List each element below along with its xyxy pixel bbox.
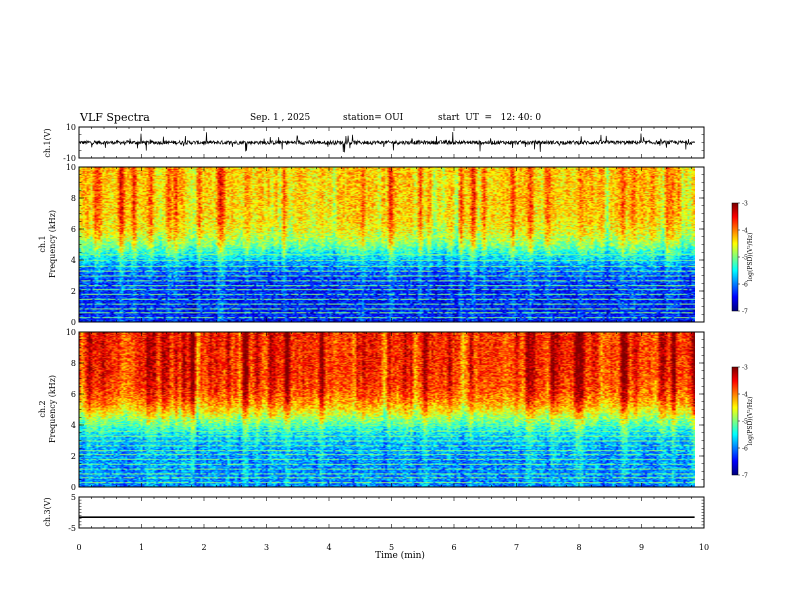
y-tick-label: 2 (71, 287, 76, 296)
x-tick-label: 8 (576, 543, 581, 552)
x-tick-label: 10 (699, 543, 709, 552)
x-tick-label: 2 (201, 543, 206, 552)
date-label: Sep. 1 , 2025 (250, 113, 311, 123)
ch1-waveform-trace (78, 132, 695, 153)
y-tick-label: 6 (71, 390, 76, 399)
ch2-spec-ylabel-top: ch.2 (38, 400, 47, 417)
colorbar-tick-label: -4 (742, 228, 748, 235)
colorbar-tick-label: -3 (742, 201, 748, 208)
x-tick-label: 5 (389, 543, 394, 552)
y-tick-label: 5 (71, 493, 76, 502)
colorbar-tick-label: -7 (742, 309, 748, 316)
ch2-spec-ylabel: Frequency (kHz) (48, 375, 57, 443)
y-tick-label: 8 (71, 194, 76, 203)
colorbar-tick-label: -7 (742, 473, 748, 480)
ch1-waveform-panel (78, 126, 705, 159)
x-tick-label: 0 (76, 543, 81, 552)
ch1-spectrogram-panel (78, 166, 705, 323)
ch3-waveform-ylabel: ch.3(V) (43, 497, 52, 526)
x-tick-label: 7 (514, 543, 519, 552)
ch1-spec-ylabel-top: ch.1 (38, 235, 47, 252)
x-tick-label: 3 (264, 543, 269, 552)
ch1-waveform-ylabel: ch.1(V) (43, 128, 52, 157)
ch1-colorbar: -3 -4 -5 -6 -7 log(PSD)(V²/Hz) (731, 201, 754, 316)
ch3-waveform-panel (78, 496, 705, 529)
x-tick-label: 6 (451, 543, 456, 552)
colorbar-tick-label: -5 (742, 419, 748, 426)
y-tick-label: 0 (71, 483, 76, 492)
station-label: station= OUI (343, 113, 404, 123)
colorbar-tick-label: -5 (742, 255, 748, 262)
y-tick-label: 4 (71, 256, 76, 265)
x-axis-ticks: 0 1 2 3 4 5 6 7 8 9 10 (76, 127, 709, 552)
chart-title: VLF Spectra (80, 111, 150, 124)
y-tick-label: 2 (71, 452, 76, 461)
ch1-spec-ylabel: Frequency (kHz) (48, 210, 57, 278)
y-tick-label: 10 (66, 328, 76, 337)
ch1-spectrogram-image (79, 167, 695, 322)
y-tick-label: 10 (66, 123, 76, 132)
ch2-colorbar: -3 -4 -5 -6 -7 log(PSD)(V²/Hz) (731, 365, 754, 480)
ch2-spectrogram-image (79, 332, 695, 487)
y-tick-label: 10 (66, 163, 76, 172)
x-tick-label: 1 (139, 543, 144, 552)
x-tick-label: 9 (639, 543, 644, 552)
colorbar-tick-label: -3 (742, 365, 748, 372)
ch1-colorbar-label: log(PSD)(V²/Hz) (747, 233, 754, 282)
y-tick-label: 4 (71, 421, 76, 430)
ch1-colorbar-image (732, 203, 738, 311)
y-tick-label: 6 (71, 225, 76, 234)
y-tick-label: 0 (71, 318, 76, 327)
colorbar-tick-label: -6 (742, 282, 748, 289)
ch2-colorbar-image (732, 367, 738, 475)
ch2-colorbar-label: log(PSD)(V²/Hz) (747, 397, 754, 446)
y-tick-label: -5 (68, 524, 76, 533)
x-tick-label: 4 (326, 543, 331, 552)
y-tick-label: 8 (71, 359, 76, 368)
colorbar-tick-label: -6 (742, 446, 748, 453)
start-ut-label: start UT = 12: 40: 0 (438, 113, 542, 123)
x-axis-label: Time (min) (375, 550, 425, 561)
ch1-waveform-line (78, 132, 695, 153)
ch2-spectrogram-panel (78, 331, 705, 488)
y-tick-label: -10 (63, 154, 76, 163)
colorbar-tick-label: -4 (742, 392, 748, 399)
